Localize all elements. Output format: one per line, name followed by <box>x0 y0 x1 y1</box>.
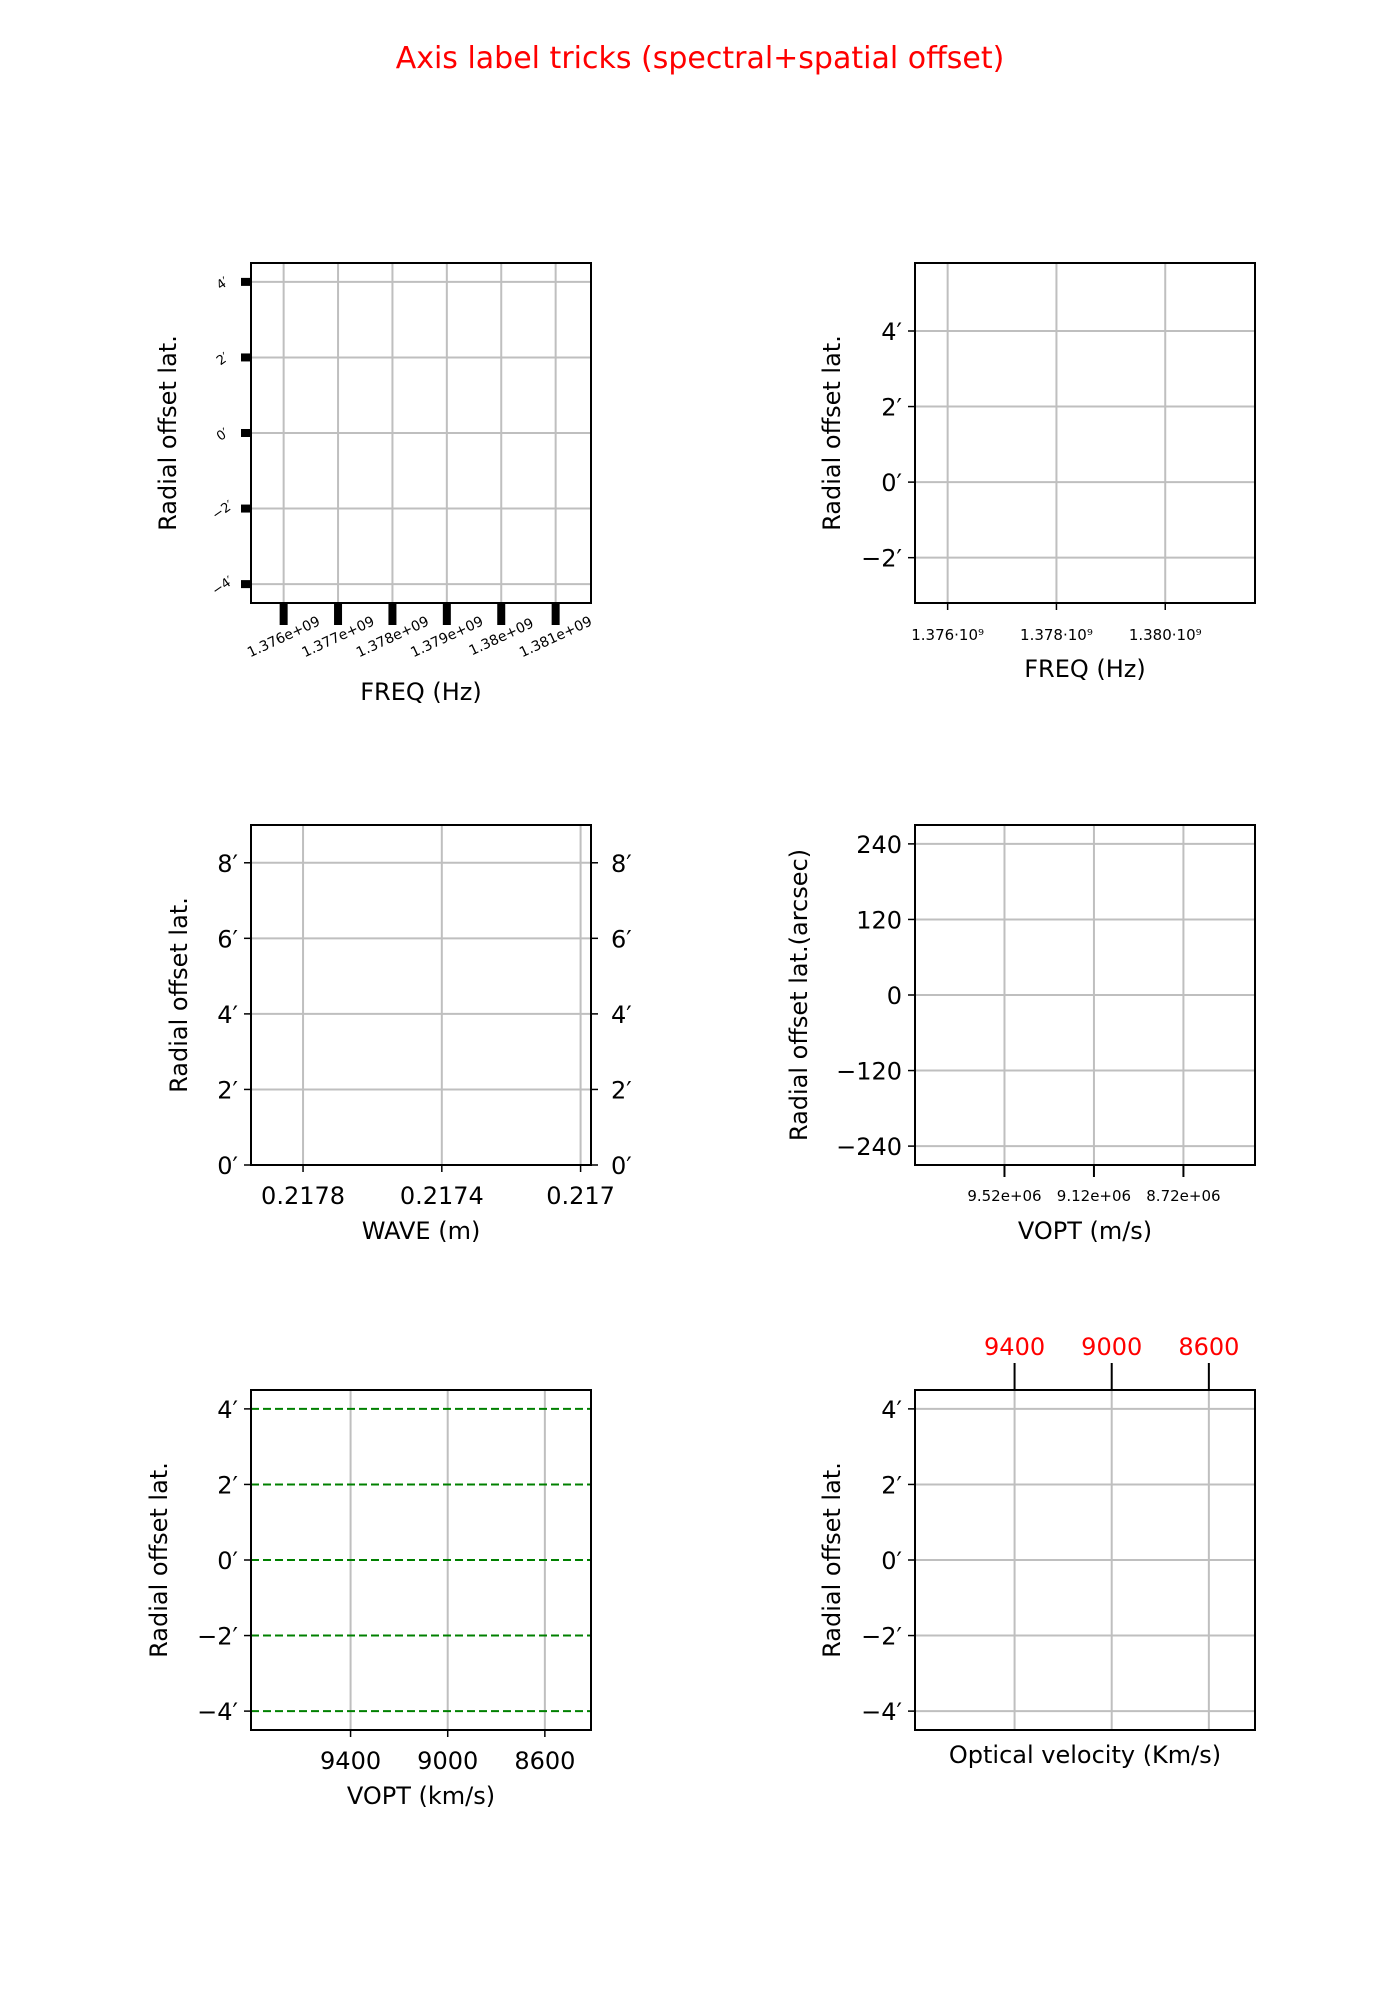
x-axis-label: FREQ (Hz) <box>1024 655 1146 683</box>
y-tick-label: −120 <box>836 1058 902 1086</box>
figure-title: Axis label tricks (spectral+spatial offs… <box>396 41 1005 76</box>
y-tick-label: −2′ <box>197 1623 238 1651</box>
y-tick-label: 0 <box>887 982 902 1010</box>
x-tick-label: 8600 <box>1178 1333 1239 1361</box>
y-tick-label: 0′ <box>881 469 902 497</box>
x-axis-label: VOPT (km/s) <box>347 1782 495 1810</box>
y-tick-label: 0′ <box>217 1547 238 1575</box>
y-tick-label: 2′ <box>881 394 902 422</box>
x-axis-label: FREQ (Hz) <box>360 678 482 706</box>
y-tick-label: 4′ <box>881 318 902 346</box>
y-tick-label: 0′ <box>881 1547 902 1575</box>
y-tick-label: 2′ <box>881 1471 902 1499</box>
x-tick-label: 0.217 <box>546 1182 615 1210</box>
y-tick-label: −2′ <box>861 545 902 573</box>
x-tick-label: 9000 <box>1081 1333 1142 1361</box>
x-tick-label: 1.378·10⁹ <box>1020 626 1093 644</box>
y-tick-label: −240 <box>836 1133 902 1161</box>
chart-panel-top-right: 1.376·10⁹ 1.378·10⁹ 1.380·10⁹ −2′ 0′ 2′ 4′ FREQ… <box>818 262 1256 683</box>
x-tick-label: 9400 <box>320 1747 381 1775</box>
plot-frame <box>914 262 1256 604</box>
y-tick-label: 8′ <box>217 850 238 878</box>
y-tick-label: 4′ <box>217 1001 238 1029</box>
x-axis-label: Optical velocity (Km/s) <box>949 1741 1221 1769</box>
x-tick-label: 9.52e+06 <box>967 1187 1041 1205</box>
y-tick-label: −4′ <box>861 1698 902 1726</box>
chart-panel-bottom-left: 9400 9000 8600 −4′ −2′ 0′ 2′ 4′ VOPT (km/s) Radia… <box>145 1389 592 1810</box>
x-tick-label: 9000 <box>417 1747 478 1775</box>
y-tick-label: 2′ <box>217 1076 238 1104</box>
y-axis-label: Radial offset lat. <box>165 897 193 1093</box>
x-axis-label: VOPT (m/s) <box>1018 1217 1152 1245</box>
x-tick-label: 9.12e+06 <box>1057 1187 1131 1205</box>
x-tick-label: 0.2178 <box>261 1182 345 1210</box>
y-tick-label: 120 <box>856 906 902 934</box>
y-axis-label: Radial offset lat. <box>818 335 846 531</box>
y-tick-label: 4′ <box>217 1396 238 1424</box>
right-y-tick-label: 4′ <box>611 1001 632 1029</box>
plot-frame <box>250 824 592 1166</box>
x-tick-label: 8600 <box>514 1747 575 1775</box>
y-axis-label: Radial offset lat.(arcsec) <box>785 849 813 1141</box>
right-y-tick-label: 2′ <box>611 1076 632 1104</box>
y-tick-label: −2′ <box>861 1623 902 1651</box>
x-tick-label: 9400 <box>984 1333 1045 1361</box>
y-tick-label: −4′ <box>197 1698 238 1726</box>
x-axis-label: WAVE (m) <box>362 1217 481 1245</box>
x-tick-label: 0.2174 <box>400 1182 484 1210</box>
y-tick-label: 240 <box>856 831 902 859</box>
y-tick-label: 4′ <box>881 1396 902 1424</box>
right-y-tick-label: 8′ <box>611 850 632 878</box>
x-tick-label: 8.72e+06 <box>1146 1187 1220 1205</box>
x-tick-label: 1.376·10⁹ <box>911 626 984 644</box>
y-axis-label: Radial offset lat. <box>154 335 182 531</box>
right-y-tick-label: 6′ <box>611 925 632 953</box>
y-tick-label: 6′ <box>217 925 238 953</box>
chart-panel-middle-right: 9.52e+06 9.12e+06 8.72e+06 −240 −120 0 120 240 V… <box>785 824 1256 1245</box>
y-tick-label: 2′ <box>217 1471 238 1499</box>
x-tick-label: 1.380·10⁹ <box>1129 626 1202 644</box>
y-axis-label: Radial offset lat. <box>818 1462 846 1658</box>
y-axis-label: Radial offset lat. <box>145 1462 173 1658</box>
right-y-tick-label: 0′ <box>611 1152 632 1180</box>
chart-panel-bottom-right: 9400 9000 8600 −4′ −2′ 0′ 2′ 4′ Optical velocity… <box>818 1333 1256 1769</box>
y-tick-label: 0′ <box>217 1152 238 1180</box>
